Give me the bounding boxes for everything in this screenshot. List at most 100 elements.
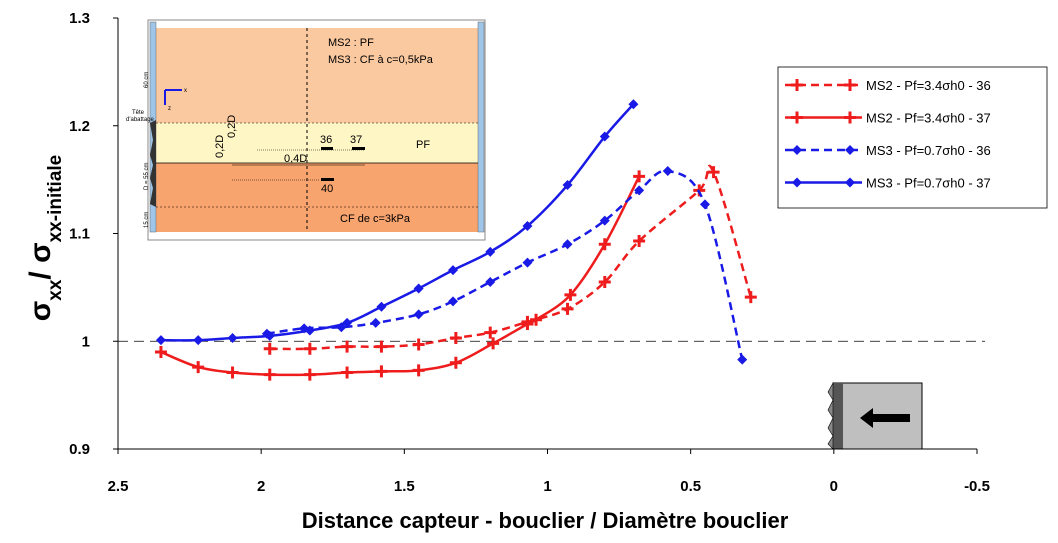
marker bbox=[449, 356, 462, 369]
marker bbox=[303, 342, 316, 355]
sensor-label: 37 bbox=[350, 134, 362, 146]
marker bbox=[845, 145, 855, 155]
shield-icon bbox=[827, 381, 923, 450]
right-wall bbox=[477, 21, 485, 233]
marker bbox=[264, 330, 275, 341]
marker bbox=[521, 318, 534, 331]
marker bbox=[791, 111, 803, 124]
sensor-label: 40 bbox=[321, 183, 333, 195]
legend-box bbox=[777, 66, 1048, 209]
marker bbox=[633, 235, 646, 248]
marker bbox=[370, 317, 381, 328]
marker bbox=[744, 291, 757, 304]
x-axis-title: Distance capteur - bouclier / Diamètre b… bbox=[302, 508, 789, 533]
marker bbox=[448, 296, 459, 307]
axis-name: x bbox=[184, 88, 187, 94]
marker bbox=[375, 340, 388, 353]
marker bbox=[263, 342, 276, 355]
marker bbox=[193, 335, 204, 346]
cutter bbox=[827, 381, 834, 450]
y-tick-label: 1 bbox=[82, 333, 90, 350]
marker bbox=[634, 185, 645, 196]
marker bbox=[662, 166, 673, 177]
axis-name: z bbox=[168, 106, 171, 112]
marker bbox=[226, 366, 239, 379]
layer-cf bbox=[156, 163, 478, 232]
sensor bbox=[352, 147, 365, 150]
y-tick-label: 1.1 bbox=[69, 226, 90, 243]
y-title-sub: xx-initiale bbox=[45, 155, 66, 243]
marker bbox=[561, 302, 574, 315]
legend-label: MS3 - Pf=0.7σh0 - 36 bbox=[866, 143, 991, 158]
marker bbox=[633, 170, 646, 183]
inset-text: CF de c=3kPa bbox=[340, 213, 411, 225]
inset-text: PF bbox=[416, 139, 430, 151]
marker bbox=[155, 335, 166, 346]
dim-label: 15 cm bbox=[144, 212, 150, 228]
marker bbox=[699, 199, 710, 210]
marker bbox=[342, 317, 353, 328]
x-tick-label: 0.5 bbox=[680, 478, 701, 495]
direction-arrow bbox=[860, 408, 910, 428]
x-tick-label: 1.5 bbox=[394, 478, 415, 495]
dim-label: 0,2D bbox=[226, 115, 238, 138]
dim-label: d'abattage bbox=[126, 117, 155, 123]
marker bbox=[154, 346, 167, 359]
x-tick-label: 2.5 bbox=[108, 478, 129, 495]
x-tick-label: 1 bbox=[543, 478, 551, 495]
dim-label: 0,4D bbox=[284, 153, 307, 165]
marker bbox=[791, 79, 803, 91]
marker bbox=[562, 180, 573, 191]
marker bbox=[484, 326, 497, 339]
legend-label: MS2 - Pf=3.4σh0 - 37 bbox=[866, 111, 991, 126]
marker bbox=[737, 354, 748, 365]
shield-face bbox=[833, 383, 843, 449]
marker bbox=[522, 257, 533, 268]
marker bbox=[845, 177, 855, 188]
marker bbox=[263, 368, 276, 381]
inset-text: MS3 : CF à c=0,5kPa bbox=[328, 54, 434, 66]
marker bbox=[530, 313, 543, 326]
sensor-label: 36 bbox=[320, 134, 332, 146]
marker bbox=[792, 145, 802, 155]
marker bbox=[628, 99, 639, 110]
marker bbox=[413, 283, 424, 294]
marker bbox=[304, 325, 315, 336]
marker bbox=[844, 79, 856, 91]
marker bbox=[412, 338, 425, 351]
y-title-sub: xx bbox=[45, 279, 66, 301]
marker bbox=[598, 238, 611, 251]
marker bbox=[522, 220, 533, 231]
y-title-part: / σ bbox=[24, 242, 57, 279]
x-tick-label: 0 bbox=[830, 478, 838, 495]
legend-label: MS3 - Pf=0.7σh0 - 37 bbox=[866, 176, 991, 191]
marker bbox=[564, 288, 577, 301]
marker bbox=[599, 215, 610, 226]
marker bbox=[485, 246, 496, 257]
series-line bbox=[269, 164, 752, 351]
marker bbox=[449, 332, 462, 345]
y-tick-label: 1.2 bbox=[69, 118, 90, 135]
marker bbox=[562, 239, 573, 250]
marker bbox=[341, 366, 354, 379]
marker bbox=[844, 111, 856, 124]
marker bbox=[341, 340, 354, 353]
marker bbox=[487, 337, 500, 350]
sensor bbox=[321, 178, 334, 181]
inset-diagram: MS2 : PF MS3 : CF à c=0,5kPa PF CF de c=… bbox=[126, 19, 486, 241]
layer-pf bbox=[156, 123, 478, 163]
marker bbox=[707, 166, 720, 179]
legend-label: MS2 - Pf=3.4σh0 - 36 bbox=[866, 78, 991, 93]
marker bbox=[192, 361, 205, 374]
x-tick-label: -0.5 bbox=[964, 478, 990, 495]
marker bbox=[376, 301, 387, 312]
marker bbox=[413, 309, 424, 320]
marker bbox=[599, 131, 610, 142]
marker bbox=[412, 364, 425, 377]
marker bbox=[792, 177, 802, 188]
marker bbox=[448, 265, 459, 276]
y-tick-label: 1.3 bbox=[69, 10, 90, 27]
marker bbox=[227, 333, 238, 344]
y-title-part: σ bbox=[24, 301, 57, 322]
